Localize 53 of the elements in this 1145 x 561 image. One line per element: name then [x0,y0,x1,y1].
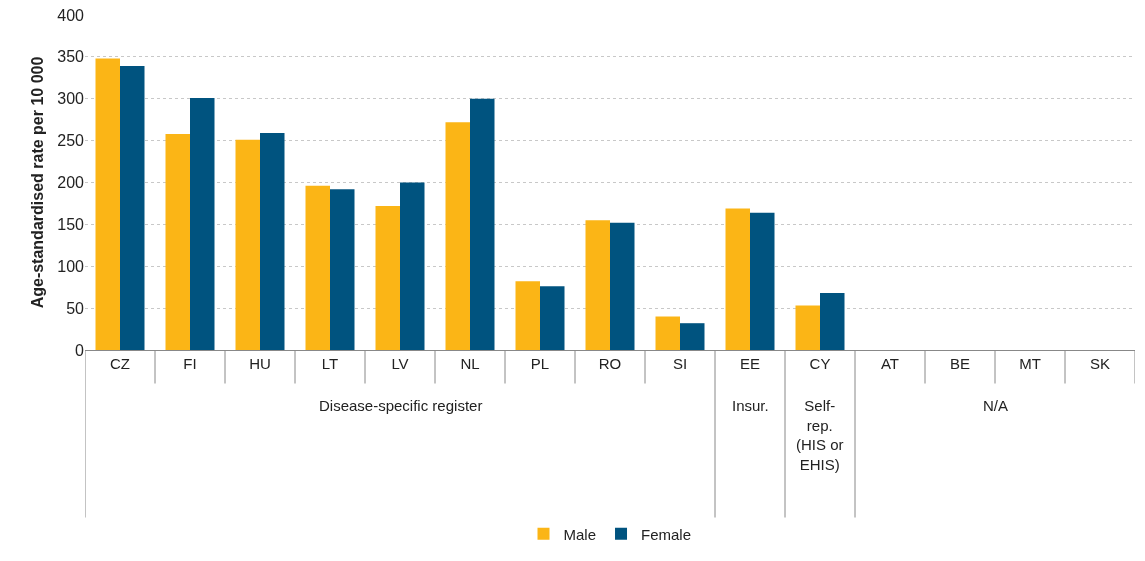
bar [750,212,775,350]
x-tick-label: CY [809,355,831,372]
bar [470,98,495,350]
bar [235,139,260,350]
y-tick-label: 300 [57,90,85,108]
bar [515,281,540,350]
x-tick-label: LV [391,355,409,372]
y-tick-label: 250 [57,132,85,150]
x-tick-label: RO [598,355,622,372]
bar [680,323,705,350]
y-tick-label: 400 [57,6,85,24]
bar [610,222,635,350]
text: Disease-specific register [319,397,483,414]
x-tick-label: EE [739,355,761,372]
bar [795,305,820,350]
text: N/A [983,397,1009,414]
y-tick-label: 200 [57,174,85,192]
bar [330,189,355,350]
x-tick-label: NL [460,355,480,372]
bar [260,133,285,350]
text: Self- rep. (HIS or EHIS) [796,397,844,473]
bar [540,286,565,350]
x-tick-label: MT [1019,355,1041,372]
y-tick-label: 100 [57,257,85,275]
x-tick-label: FI [183,355,197,372]
bar [445,122,470,350]
bar [305,185,330,350]
y-tick-label: 350 [57,48,85,66]
bar [95,58,120,350]
bar [375,205,400,350]
bar [190,97,215,350]
x-tick-label: AT [880,355,900,372]
x-tick-label: HU [249,355,271,372]
bar [725,208,750,350]
x-tick-label: CZ [110,355,130,372]
x-tick-label: BE [949,355,971,372]
y-tick-label: 150 [57,215,85,233]
bar [655,316,680,350]
bar [120,66,145,350]
text: Insur. [732,397,769,414]
y-axis-title: Age-standardised rate per 10 000 [29,56,46,309]
legend-label: Female [641,525,692,543]
y-tick-label: 50 [66,299,85,317]
bar [585,220,610,350]
x-tick-label: SI [672,355,688,372]
x-tick-label: PL [530,355,550,372]
bar [165,133,190,350]
legend-label: Male [563,525,597,543]
x-tick-label: LT [321,355,339,372]
bar [400,182,425,350]
x-tick-label: SK [1089,355,1111,372]
y-tick-label: 0 [75,341,85,359]
bar [820,293,845,350]
